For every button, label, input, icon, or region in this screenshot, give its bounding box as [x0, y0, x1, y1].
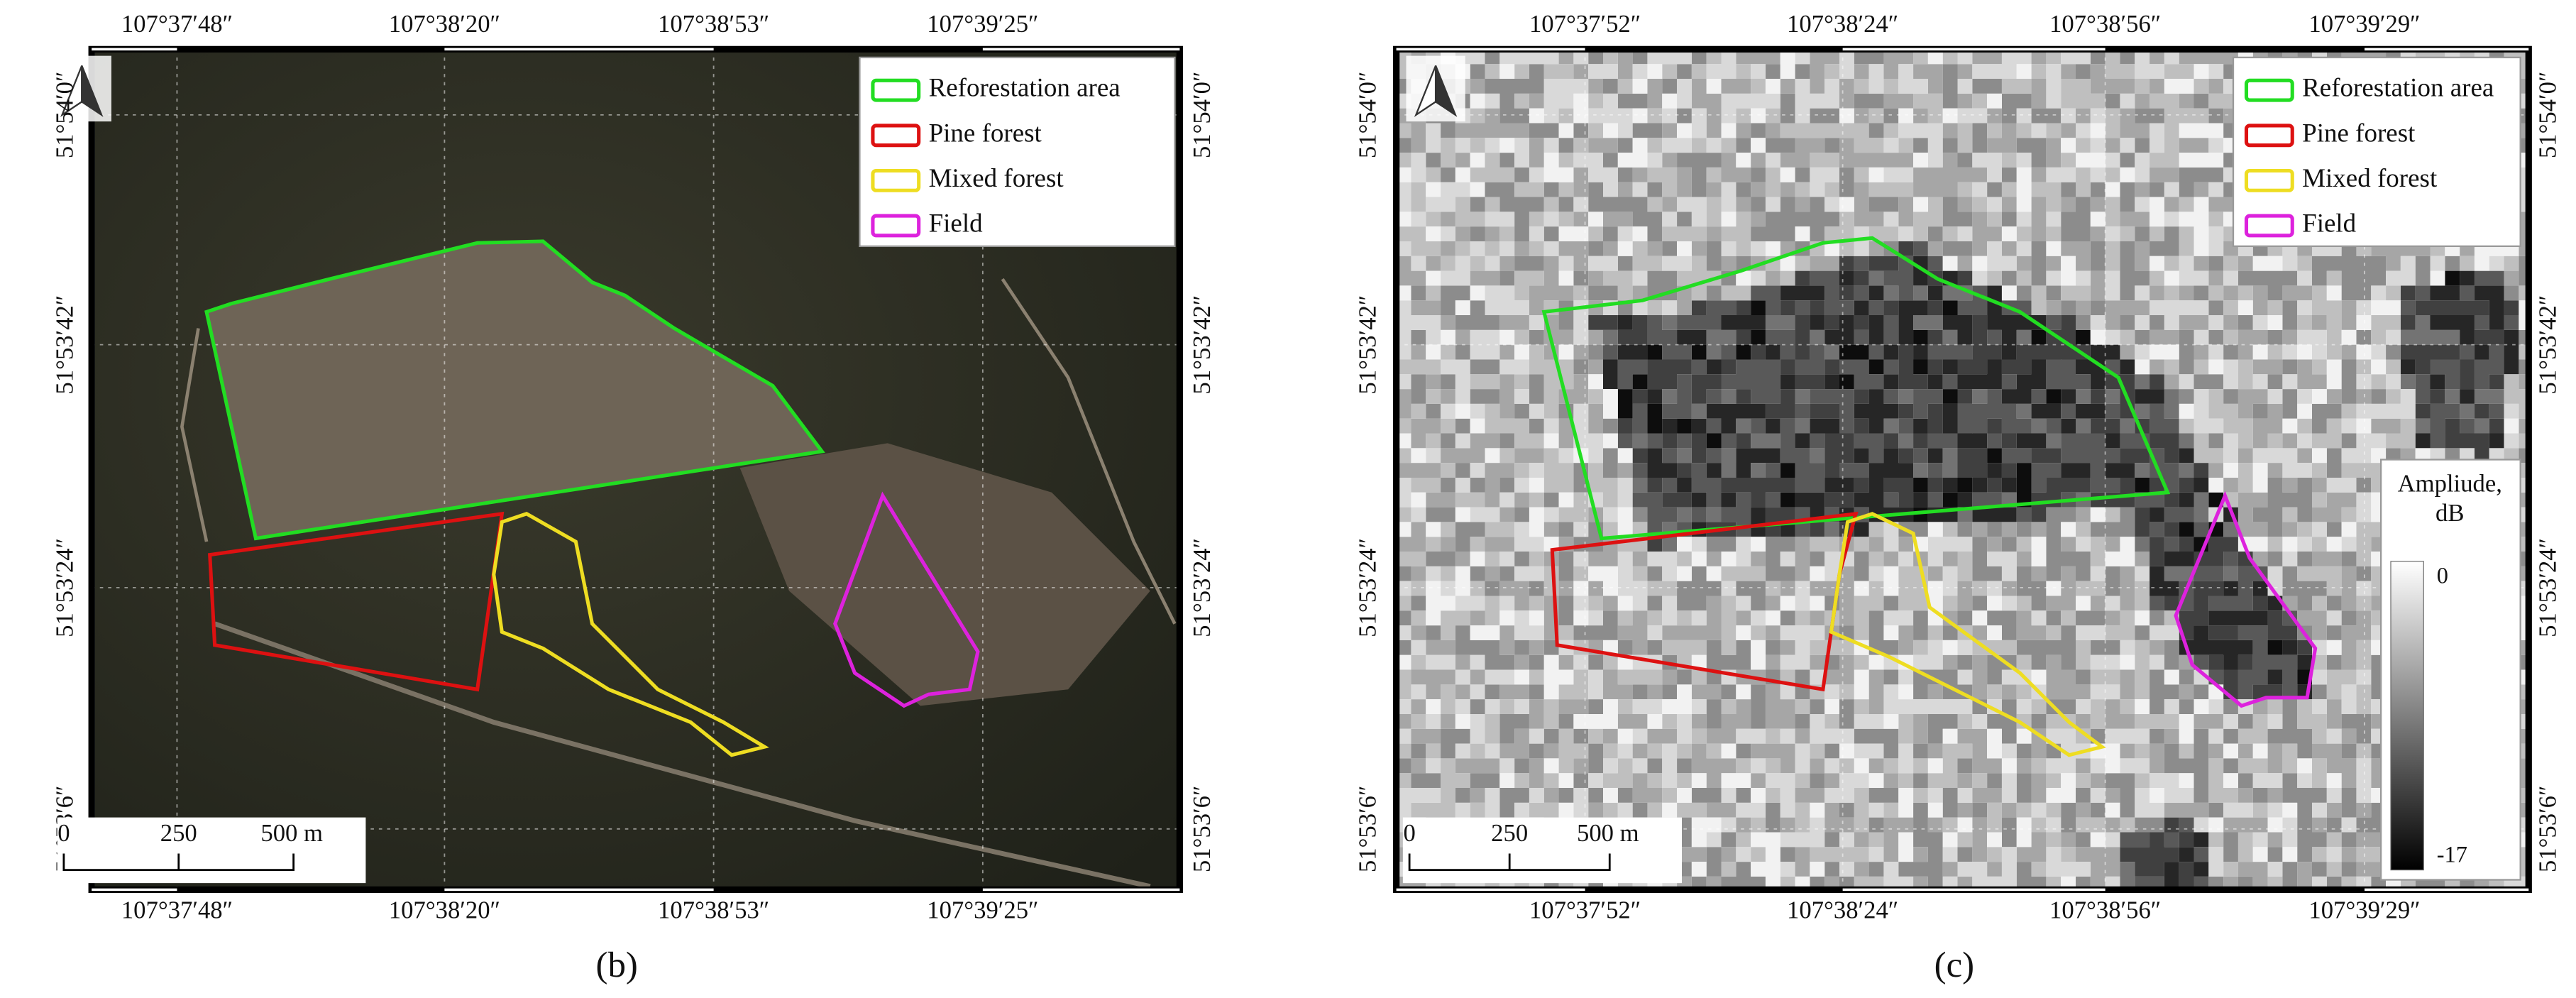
legend-label: Field	[2302, 209, 2357, 238]
legend-swatch	[871, 124, 921, 148]
study-area-outline	[1829, 512, 2106, 757]
latitude-label: 51°53′24″	[50, 538, 78, 637]
legend-label: Field	[929, 209, 984, 238]
longitude-label: 107°38′56″	[2049, 896, 2161, 924]
sar-pixels	[1603, 270, 2504, 890]
legend-swatch	[871, 168, 921, 192]
sar-pixels	[1396, 49, 2529, 890]
sar-pixels	[1396, 49, 2529, 890]
longitude-label: 107°39′29″	[2308, 10, 2420, 38]
legend-swatch	[871, 78, 921, 102]
sar-pixels	[1396, 49, 2529, 890]
legend-swatch	[2244, 168, 2294, 192]
legend-label: Reforestation area	[2302, 74, 2494, 103]
scale-label: 500 m	[260, 819, 323, 847]
north-arrow	[81, 65, 104, 117]
sar-pixels	[1603, 241, 2519, 890]
longitude-label: 107°37′48″	[121, 896, 233, 924]
longitude-label: 107°39′29″	[2308, 896, 2420, 924]
latitude-label: 51°54′0″	[2533, 72, 2561, 159]
longitude-label: 107°39′25″	[927, 10, 1038, 38]
longitude-label: 107°38′53″	[658, 10, 769, 38]
latitude-label: 51°53′42″	[2533, 295, 2561, 395]
latitude-label: 51°54′0″	[1354, 72, 1382, 159]
colorbar	[2390, 561, 2424, 871]
latitude-label: 51°53′42″	[1354, 295, 1382, 395]
latitude-label: 51°53′24″	[1188, 538, 1216, 637]
road	[1001, 278, 1177, 625]
longitude-label: 107°38′24″	[1787, 10, 1898, 38]
scale-label: 0	[57, 819, 70, 847]
sar-pixels	[1588, 241, 2519, 890]
road	[180, 328, 209, 542]
legend-label: Pine forest	[929, 119, 1042, 148]
longitude-label: 107°38′24″	[1787, 896, 1898, 924]
panel-label: (c)	[1934, 945, 1974, 985]
legend-label: Reforestation area	[929, 74, 1121, 103]
scale-label: 0	[1403, 819, 1415, 847]
scale-bar-box	[1402, 817, 1682, 884]
clearing	[207, 241, 822, 539]
scale-label: 250	[160, 819, 197, 847]
latitude-label: 51°53′42″	[1188, 295, 1216, 395]
longitude-label: 107°38′20″	[389, 896, 500, 924]
study-area-outline	[208, 511, 505, 692]
longitude-label: 107°38′56″	[2049, 10, 2161, 38]
scale-label: 250	[1491, 819, 1528, 847]
latitude-label: 51°53′6″	[2533, 786, 2561, 873]
longitude-label: 107°38′53″	[658, 896, 769, 924]
legend-swatch	[871, 214, 921, 238]
sar-pixels	[1396, 49, 2529, 890]
legend-label: Mixed forest	[929, 164, 1064, 193]
road	[214, 621, 1151, 889]
study-area-outline	[1541, 236, 2171, 541]
colorbar-label: -17	[2437, 843, 2467, 868]
latitude-label: 51°53′6″	[1188, 786, 1216, 873]
latitude-label: 51°53′42″	[50, 295, 78, 395]
scale-bar-box	[57, 817, 366, 884]
longitude-label: 107°37′52″	[1529, 10, 1641, 38]
study-area-outline	[833, 491, 980, 708]
latitude-label: 51°53′24″	[1354, 538, 1382, 637]
north-arrow	[1434, 65, 1458, 117]
colorbar-title: dB	[2435, 499, 2464, 527]
field-area	[739, 443, 1150, 706]
study-area-outline	[492, 512, 769, 757]
colorbar-label: 0	[2437, 563, 2448, 588]
latitude-label: 51°53′24″	[2533, 538, 2561, 637]
legend-swatch	[2244, 124, 2294, 148]
legend-label: Pine forest	[2302, 119, 2416, 148]
scale-label: 500 m	[1577, 819, 1639, 847]
colorbar-title: Ampliude,	[2398, 469, 2502, 497]
longitude-label: 107°39′25″	[927, 896, 1038, 924]
legend-swatch	[2244, 78, 2294, 102]
latitude-label: 51°54′0″	[50, 72, 78, 159]
longitude-label: 107°38′20″	[389, 10, 500, 38]
legend-label: Mixed forest	[2302, 164, 2438, 193]
longitude-label: 107°37′52″	[1529, 896, 1641, 924]
study-area-outline	[2174, 490, 2318, 708]
longitude-label: 107°37′48″	[121, 10, 233, 38]
latitude-label: 51°53′6″	[1354, 786, 1382, 873]
latitude-label: 51°54′0″	[1188, 72, 1216, 159]
legend-swatch	[2244, 214, 2294, 238]
study-area-outline	[204, 239, 825, 541]
panel-label: (b)	[596, 945, 638, 985]
